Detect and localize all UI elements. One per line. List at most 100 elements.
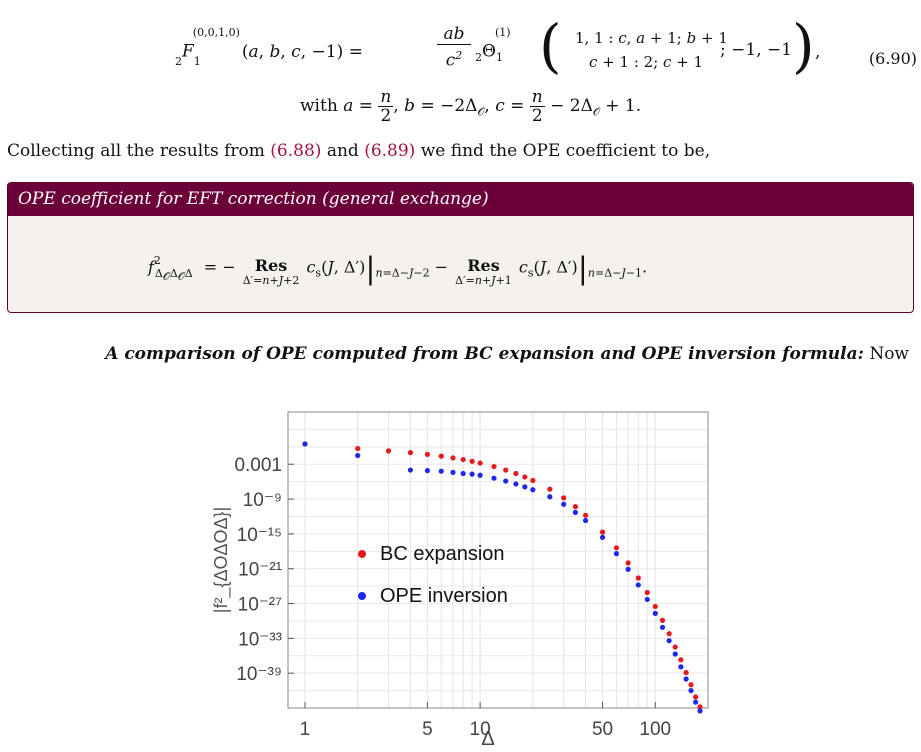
point-bc-expansion: [599, 529, 606, 535]
point-ope-inversion: [613, 551, 620, 557]
result-box: OPE coefficient for EFT correction (gene…: [7, 182, 914, 313]
point-ope-inversion: [407, 467, 414, 473]
x-axis-label: Δ: [481, 728, 494, 750]
x-tick-label: 1: [300, 719, 311, 740]
point-ope-inversion: [424, 468, 430, 474]
point-bc-expansion: [613, 545, 620, 551]
section-heading: A comparison of OPE computed from BC exp…: [105, 344, 909, 364]
x-tick-label: 50: [592, 719, 613, 740]
result-box-title: OPE coefficient for EFT correction (gene…: [8, 183, 913, 216]
y-tick-label: 10⁻²⁷: [238, 595, 282, 616]
point-ope-inversion: [513, 481, 519, 487]
point-bc-expansion: [693, 694, 699, 700]
point-ope-inversion: [599, 534, 606, 540]
body-paragraph: Collecting all the results from (6.88) a…: [7, 141, 710, 161]
equation-line-1: 2F1(0,0,1,0)(a, b, c, −1) = ab c2 2Θ1(1)…: [175, 12, 821, 80]
y-axis: 0.001 10⁻⁹ 10⁻¹⁵ 10⁻²¹ 10⁻²⁷ 10⁻³³ 10⁻³⁹: [234, 455, 294, 685]
point-ope-inversion: [450, 469, 456, 475]
point-ope-inversion: [355, 452, 361, 459]
result-box-body: f2Δ𝒪Δ𝒪Δ = − Res Δ′=n+J+2 cs(J, Δ′)|n=Δ−J−…: [8, 216, 913, 312]
point-ope-inversion: [625, 566, 631, 572]
point-bc-expansion: [672, 644, 678, 650]
point-ope-inversion: [530, 487, 536, 493]
point-bc-expansion: [460, 456, 466, 463]
point-bc-expansion: [683, 669, 689, 676]
point-bc-expansion: [522, 474, 528, 480]
point-ope-inversion: [503, 478, 509, 484]
point-bc-expansion: [547, 486, 553, 492]
legend-label-ope-inversion: OPE inversion: [380, 585, 508, 607]
point-bc-expansion: [477, 460, 483, 466]
point-ope-inversion: [672, 651, 678, 657]
paragraph-text-after: we find the OPE coefficient to be,: [415, 141, 711, 161]
equation-number: (6.90): [868, 49, 917, 68]
y-tick-label: 10⁻¹⁵: [237, 525, 282, 546]
equation-ref-6-88[interactable]: (6.88): [270, 141, 322, 161]
x-tick-label: 10: [470, 719, 491, 740]
y-tick-label: 10⁻³⁹: [236, 664, 282, 685]
point-bc-expansion: [572, 504, 579, 510]
point-bc-expansion: [678, 657, 684, 663]
point-ope-inversion: [652, 610, 658, 616]
point-bc-expansion: [561, 495, 567, 501]
section-heading-bold: A comparison of OPE computed from BC exp…: [105, 344, 864, 364]
legend-marker-bc-expansion: [358, 550, 366, 558]
y-tick-label: 10⁻⁹: [243, 490, 282, 511]
point-bc-expansion: [625, 560, 631, 566]
ope-comparison-chart: 1 5 10 50 100 0.001 10⁻⁹ 10⁻¹⁵ 10⁻²¹ 10⁻²⁷ 10⁻³³ 1…: [211, 411, 709, 750]
point-bc-expansion: [503, 467, 509, 473]
point-ope-inversion: [561, 501, 567, 507]
section-heading-rest: Now: [863, 344, 909, 364]
y-tick-label: 10⁻²¹: [238, 560, 282, 581]
point-bc-expansion: [659, 617, 666, 623]
point-bc-expansion: [469, 458, 475, 464]
point-bc-expansion: [644, 589, 650, 596]
x-axis: 1 5 10 50 100: [300, 702, 671, 740]
equation-ref-6-89[interactable]: (6.89): [364, 141, 416, 161]
point-ope-inversion: [644, 596, 650, 603]
point-ope-inversion: [547, 494, 553, 500]
legend-marker-ope-inversion: [358, 592, 366, 600]
x-tick-label: 100: [639, 719, 671, 740]
paragraph-text-middle: and: [321, 141, 365, 161]
point-ope-inversion: [693, 699, 699, 705]
point-ope-inversion: [666, 638, 672, 644]
point-ope-inversion: [460, 470, 466, 477]
point-bc-expansion: [652, 603, 658, 610]
y-tick-label: 0.001: [234, 455, 282, 476]
point-ope-inversion: [678, 664, 684, 670]
chart-legend: BC expansion OPE inversion: [358, 543, 508, 607]
x-tick-label: 5: [422, 719, 433, 740]
legend-label-bc-expansion: BC expansion: [380, 543, 505, 565]
point-ope-inversion: [697, 708, 703, 714]
point-bc-expansion: [688, 682, 694, 688]
point-ope-inversion: [438, 468, 444, 474]
point-ope-inversion: [491, 475, 497, 481]
point-bc-expansion: [666, 631, 672, 637]
point-bc-expansion: [513, 470, 519, 477]
point-bc-expansion: [438, 453, 444, 459]
plot-frame: [287, 411, 709, 709]
point-bc-expansion: [530, 477, 536, 484]
point-ope-inversion: [635, 582, 641, 588]
point-bc-expansion: [697, 704, 703, 710]
point-ope-inversion: [688, 687, 694, 694]
ope-coefficient-formula: f2Δ𝒪Δ𝒪Δ = − Res Δ′=n+J+2 cs(J, Δ′)|n=Δ−J−…: [148, 251, 648, 287]
point-ope-inversion: [477, 472, 483, 478]
point-ope-inversion: [302, 441, 308, 447]
point-ope-inversion: [469, 471, 475, 477]
point-bc-expansion: [491, 463, 497, 470]
point-bc-expansion: [635, 575, 641, 581]
point-bc-expansion: [424, 451, 430, 457]
point-ope-inversion: [572, 509, 579, 516]
point-ope-inversion: [659, 624, 666, 630]
point-bc-expansion: [355, 445, 361, 452]
point-ope-inversion: [683, 676, 689, 682]
point-ope-inversion: [582, 517, 589, 524]
point-bc-expansion: [450, 455, 456, 461]
point-ope-inversion: [522, 484, 528, 490]
point-bc-expansion: [582, 512, 589, 518]
point-bc-expansion: [385, 448, 392, 454]
y-tick-label: 10⁻³³: [238, 629, 282, 650]
